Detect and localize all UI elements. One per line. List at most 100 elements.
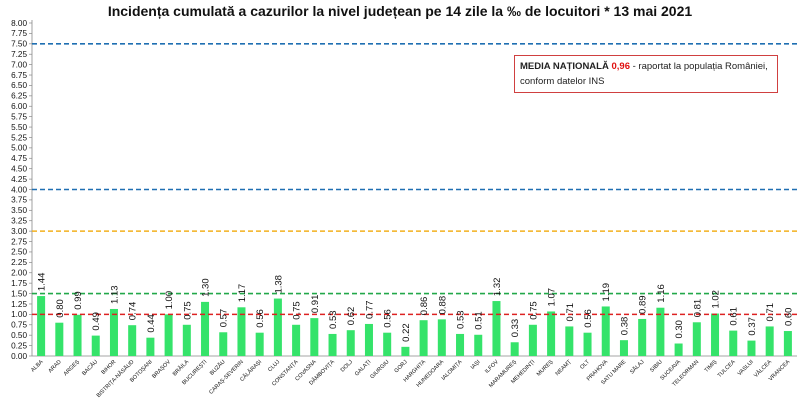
bar bbox=[729, 330, 738, 356]
category-label: ILFOV bbox=[484, 359, 500, 375]
bar bbox=[456, 333, 465, 356]
value-label: 0.51 bbox=[474, 311, 485, 330]
y-tick-label: 7.25 bbox=[11, 50, 27, 59]
bar bbox=[383, 332, 392, 356]
category-label: SĂLAJ bbox=[629, 358, 646, 375]
value-label: 0.75 bbox=[182, 301, 193, 320]
bar bbox=[237, 307, 246, 356]
bar bbox=[146, 337, 155, 356]
annotation-label: MEDIA NAȚIONALĂ bbox=[520, 61, 609, 72]
bar bbox=[310, 318, 319, 356]
bar bbox=[711, 313, 720, 356]
value-label: 0.71 bbox=[565, 303, 576, 322]
y-tick-label: 5.75 bbox=[11, 112, 27, 121]
y-tick-label: 4.75 bbox=[11, 154, 27, 163]
category-label: ARGEȘ bbox=[63, 359, 81, 377]
y-tick-label: 3.00 bbox=[11, 227, 27, 236]
bar bbox=[528, 324, 537, 356]
value-label: 0.75 bbox=[528, 301, 539, 320]
value-label: 0.30 bbox=[674, 320, 685, 339]
bar bbox=[73, 314, 82, 356]
bar bbox=[510, 342, 519, 356]
y-tick-label: 6.50 bbox=[11, 81, 27, 90]
bar bbox=[273, 298, 282, 356]
bar bbox=[364, 323, 373, 356]
y-tick-label: 5.25 bbox=[11, 133, 27, 142]
value-label: 0.89 bbox=[638, 295, 649, 314]
category-label: GORJ bbox=[394, 359, 409, 374]
bar bbox=[255, 332, 264, 356]
value-label: 0.99 bbox=[73, 291, 84, 310]
y-tick-label: 1.00 bbox=[11, 310, 27, 319]
bar bbox=[37, 296, 46, 356]
value-label: 0.57 bbox=[219, 309, 230, 328]
y-tick-label: 0.50 bbox=[11, 331, 27, 340]
bar bbox=[201, 301, 210, 356]
value-label: 0.77 bbox=[364, 300, 375, 319]
y-tick-label: 6.25 bbox=[11, 92, 27, 101]
y-tick-label: 2.50 bbox=[11, 248, 27, 257]
value-label: 1.07 bbox=[547, 288, 558, 307]
y-tick-label: 0.00 bbox=[11, 352, 27, 361]
bar bbox=[419, 320, 428, 356]
value-label: 1.00 bbox=[164, 291, 175, 310]
y-tick-label: 2.25 bbox=[11, 258, 27, 267]
category-label: GIURGIU bbox=[369, 359, 390, 380]
bar bbox=[219, 332, 228, 356]
y-tick-label: 5.00 bbox=[11, 144, 27, 153]
bar bbox=[638, 318, 647, 356]
category-label: BUZĂU bbox=[208, 358, 226, 376]
y-tick-label: 0.25 bbox=[11, 341, 27, 350]
category-label: BIHOR bbox=[101, 359, 118, 376]
value-label: 0.22 bbox=[401, 323, 412, 342]
bar bbox=[182, 324, 191, 356]
category-label: CLUJ bbox=[267, 359, 281, 373]
value-label: 0.81 bbox=[692, 299, 703, 318]
annotation-value: 0,96 bbox=[611, 61, 630, 72]
bar bbox=[437, 319, 446, 356]
value-label: 0.74 bbox=[128, 302, 139, 321]
value-label: 0.71 bbox=[765, 303, 776, 322]
value-label: 1.19 bbox=[601, 283, 612, 302]
y-tick-label: 6.00 bbox=[11, 102, 27, 111]
y-tick-label: 2.75 bbox=[11, 237, 27, 246]
category-label: NEAMȚ bbox=[555, 359, 573, 377]
bar bbox=[765, 326, 774, 356]
category-label: BACĂU bbox=[81, 358, 100, 377]
category-label: TULCEA bbox=[717, 359, 737, 379]
y-tick-label: 6.75 bbox=[11, 71, 27, 80]
bar bbox=[547, 311, 556, 356]
value-label: 1.16 bbox=[656, 284, 667, 303]
category-label: ALBA bbox=[30, 359, 45, 374]
value-label: 0.88 bbox=[437, 296, 448, 315]
y-tick-label: 4.00 bbox=[11, 185, 27, 194]
bar bbox=[783, 331, 792, 356]
value-label: 0.91 bbox=[310, 295, 321, 314]
y-tick-label: 8.00 bbox=[11, 19, 27, 28]
y-tick-label: 1.25 bbox=[11, 300, 27, 309]
bar bbox=[346, 330, 355, 356]
y-tick-label: 7.50 bbox=[11, 40, 27, 49]
bar bbox=[674, 343, 683, 356]
value-label: 0.33 bbox=[510, 319, 521, 338]
bar bbox=[292, 324, 301, 356]
bar bbox=[583, 332, 592, 356]
value-label: 0.56 bbox=[583, 309, 594, 328]
bar bbox=[55, 322, 64, 356]
bar bbox=[164, 314, 173, 356]
bar bbox=[128, 325, 137, 356]
y-tick-label: 2.00 bbox=[11, 269, 27, 278]
category-label: MUREȘ bbox=[536, 359, 555, 378]
value-label: 1.02 bbox=[711, 290, 722, 309]
bar bbox=[474, 334, 483, 356]
value-label: 0.60 bbox=[783, 308, 794, 327]
bar bbox=[109, 308, 118, 356]
category-label: OLT bbox=[579, 359, 591, 371]
value-label: 1.30 bbox=[201, 278, 212, 297]
y-tick-label: 1.75 bbox=[11, 279, 27, 288]
y-tick-label: 4.50 bbox=[11, 164, 27, 173]
value-label: 1.13 bbox=[109, 285, 120, 304]
value-label: 0.44 bbox=[146, 314, 157, 333]
category-label: IAȘI bbox=[470, 359, 482, 371]
